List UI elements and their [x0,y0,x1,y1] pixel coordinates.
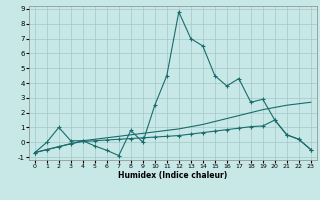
X-axis label: Humidex (Indice chaleur): Humidex (Indice chaleur) [118,171,228,180]
